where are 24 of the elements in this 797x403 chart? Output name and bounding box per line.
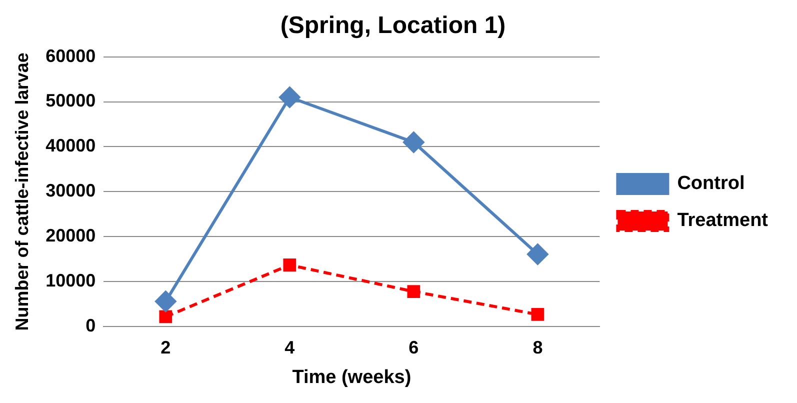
point: [407, 285, 420, 298]
y-tick-label: 30000: [46, 180, 96, 201]
y-tick-label: 40000: [46, 136, 96, 156]
x-tick-label: 8: [532, 337, 543, 358]
x-tick-label: 4: [284, 337, 295, 358]
y-tick-label: 50000: [46, 90, 96, 111]
x-tick-label: 2: [160, 337, 171, 358]
y-tick-label: 10000: [46, 270, 96, 291]
point: [283, 258, 296, 272]
x-tick-label: 6: [408, 337, 419, 358]
chart-title: (Spring, Location 1): [280, 12, 506, 40]
y-tick-label: 0: [86, 316, 96, 336]
point: [159, 310, 172, 324]
point: [155, 290, 176, 312]
y-tick-label: 60000: [46, 46, 96, 66]
point: [531, 308, 544, 321]
point: [527, 244, 548, 265]
point: [403, 132, 424, 153]
x-axis-title: Time (weeks): [292, 366, 412, 388]
y-axis-title: Number of cattle-infective larvae: [12, 52, 32, 331]
point: [279, 86, 300, 108]
legend-label: Control: [677, 173, 745, 194]
y-tick-label: 20000: [46, 226, 96, 246]
legend-label: Treatment: [677, 210, 769, 232]
